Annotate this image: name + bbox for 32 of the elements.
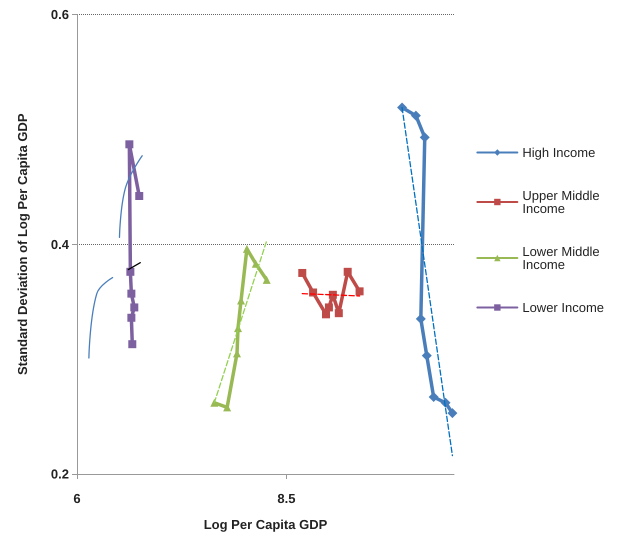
x-tick-label: 6 bbox=[73, 491, 81, 506]
point bbox=[356, 287, 364, 296]
x-axis-title: Log Per Capita GDP bbox=[204, 517, 328, 532]
legend-label: Upper Middle Income bbox=[522, 188, 604, 216]
point bbox=[128, 340, 136, 348]
legend-label: High Income bbox=[522, 145, 596, 160]
y-tick-label: 0.4 bbox=[50, 236, 70, 252]
point bbox=[416, 314, 426, 324]
y-tick-label: 0.2 bbox=[50, 466, 69, 482]
point bbox=[322, 310, 330, 318]
point bbox=[334, 309, 343, 318]
point bbox=[428, 392, 439, 402]
point bbox=[135, 192, 144, 200]
legend-label: Lower Income bbox=[522, 300, 604, 315]
point bbox=[422, 350, 432, 361]
y-axis-title: Standard Deviation of Log Per Capita GDP bbox=[15, 113, 30, 375]
point bbox=[420, 132, 430, 142]
point bbox=[126, 268, 134, 276]
point bbox=[242, 244, 251, 253]
point bbox=[410, 110, 421, 121]
point bbox=[125, 140, 134, 148]
point bbox=[127, 314, 136, 322]
point bbox=[324, 303, 333, 312]
x-tick-label: 8.5 bbox=[277, 491, 296, 506]
legend-label: Lower Middle Income bbox=[522, 244, 604, 272]
point bbox=[262, 276, 271, 284]
point bbox=[298, 268, 306, 277]
point bbox=[127, 290, 136, 298]
point bbox=[344, 268, 352, 276]
y-tick-label: 0.6 bbox=[50, 7, 69, 22]
point bbox=[130, 303, 138, 312]
point bbox=[447, 408, 458, 418]
